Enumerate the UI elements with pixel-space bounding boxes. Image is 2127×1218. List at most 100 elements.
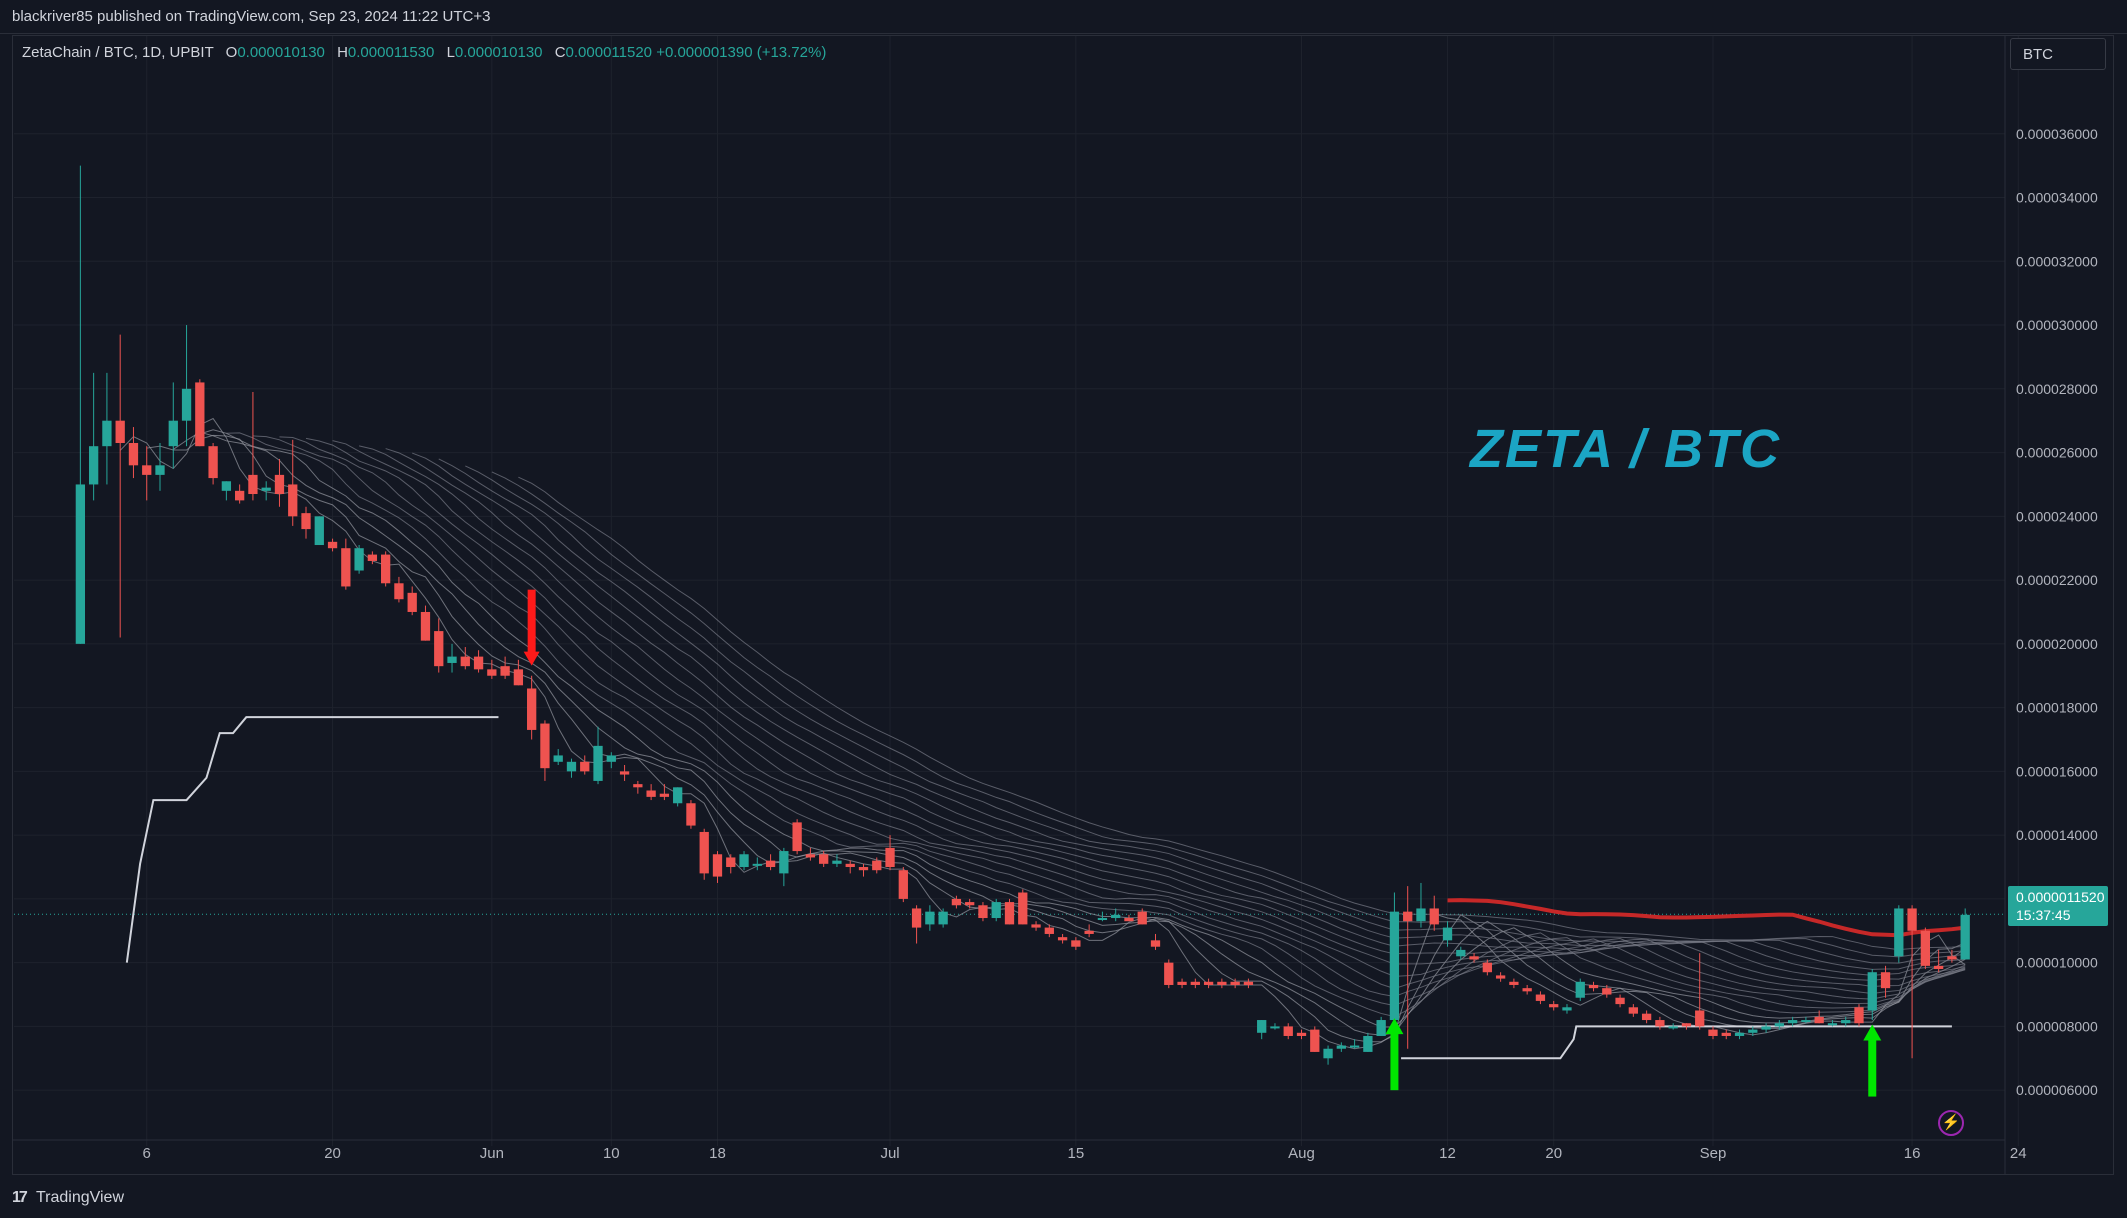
candle-body [367,554,378,561]
ma-ribbon-line [358,445,1966,988]
y-tick-label: 0.000036000 [2016,126,2098,142]
candle [513,659,524,686]
candle-body [1243,981,1254,985]
candle [447,643,457,673]
candle [102,372,112,485]
candle-body [1323,1048,1333,1059]
candle-body [1535,994,1546,1001]
candle-body [1695,1010,1705,1027]
candle-body [1124,918,1134,922]
ohlc-h-label: H [337,44,348,61]
candle-body [301,513,311,530]
candle [1615,994,1625,1008]
last-price-value: 0.0000011520 [2016,889,2105,905]
candle-body [1814,1016,1824,1024]
candle-body [1057,937,1068,941]
candle-body [1296,1032,1307,1036]
candle-body [1588,984,1599,989]
ma-ribbon-line [305,437,1966,1000]
candle [181,325,192,447]
candle [1907,905,1917,1059]
candle [978,902,988,922]
chart-frame[interactable] [12,35,2114,1175]
candle-body [1628,1007,1638,1014]
candle-body [938,911,948,925]
candle [1774,1020,1784,1030]
y-tick-label: 0.000034000 [2016,190,2098,206]
candle-body [1469,956,1479,960]
x-tick-label: Jul [880,1145,899,1162]
y-tick-label: 0.000032000 [2016,253,2098,269]
candle-body [1522,988,1532,992]
candle-body [1442,927,1453,941]
ohlc-c-label: C [554,44,566,61]
candle [1296,1029,1307,1040]
ohlc-symbol: ZetaChain / BTC, 1D, UPBIT [22,44,214,61]
candle-body [1004,902,1015,925]
candle [1628,1004,1638,1017]
candle-body [872,860,882,871]
candle-body [1257,1020,1267,1033]
footer-brand[interactable]: 17 TradingView [12,1183,124,1213]
candle-body [208,446,218,479]
candle-body [1495,975,1506,979]
candle [1933,949,1944,973]
candle [1084,924,1094,938]
candle [1920,927,1931,970]
buy-signal-arrow [1868,1036,1877,1097]
candle-body [434,631,444,667]
candle-body [779,851,789,874]
candles [75,165,1970,1065]
ohlc-close: 0.000011520 [565,44,653,61]
candle-body [792,822,802,852]
candle-body [1044,927,1054,934]
candle [1323,1045,1333,1065]
candle [580,755,590,775]
candle [1841,1016,1851,1027]
candle-body [473,656,484,670]
candle [673,787,683,807]
last-price-tag: 0.0000011520 15:37:45 [2008,886,2108,926]
y-tick-label: 0.000010000 [2016,955,2098,971]
candle [288,439,298,526]
candle [872,857,882,874]
candle-body [341,548,351,587]
candle [1044,924,1054,938]
candle [381,551,391,587]
candle [1509,978,1519,989]
candle [1150,933,1161,950]
candle-body [1203,981,1214,985]
candle [898,867,908,903]
grid-lines [14,36,2019,1146]
candle [1695,953,1705,1030]
candle-body [1456,949,1466,957]
candle [1071,937,1081,950]
candle-body [1748,1029,1758,1033]
candle-body [1097,918,1108,921]
candle-body [261,487,271,491]
candle-body [726,857,736,868]
currency-selector[interactable]: BTC [2010,38,2106,70]
long-ma-line [1447,898,1966,938]
candle-body [1084,930,1094,934]
candle [606,752,616,769]
candle-body [1854,1007,1864,1024]
candle [1124,914,1134,922]
candle-body [75,484,86,644]
candle-body [1482,962,1492,973]
candle [1708,1026,1718,1040]
candle [261,481,271,501]
publisher-bar: blackriver85 published on TradingView.co… [0,0,2127,34]
candle [155,443,165,491]
y-tick-label: 0.000018000 [2016,700,2098,716]
candle-body [673,787,683,804]
ma-ribbon-line [119,417,1966,1050]
candle-body [1841,1020,1851,1024]
candle [1814,1010,1824,1024]
candle [235,484,245,504]
candle [633,780,643,794]
lightning-icon[interactable]: ⚡ [1938,1110,1964,1136]
candle-body [978,905,988,919]
candle-body [819,854,829,864]
